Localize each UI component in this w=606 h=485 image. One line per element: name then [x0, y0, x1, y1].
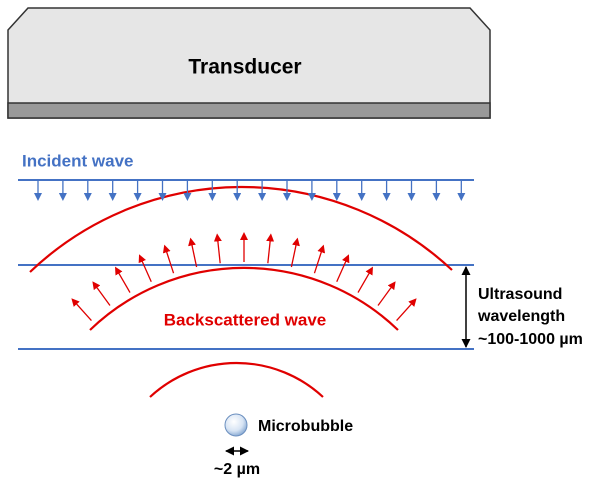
backscatter-arrow — [291, 242, 296, 267]
backscatter-arrow — [74, 301, 91, 320]
arcs — [30, 187, 452, 397]
backscatter-arrow — [358, 270, 371, 293]
backscatter-arrow — [166, 248, 174, 273]
backscattered-wave-label: Backscattered wave — [164, 310, 327, 329]
backscatter-arrow — [378, 285, 393, 306]
backscatter-arrow — [141, 258, 152, 282]
wavelength-line: Ultrasound — [478, 286, 562, 303]
incident-wave-label: Incident wave — [22, 151, 133, 170]
backscatter-arrow — [397, 301, 414, 320]
wavelength-line: wavelength — [477, 308, 565, 325]
wavelength-line: ~100-1000 µm — [478, 331, 583, 348]
backscatter-arrow — [117, 270, 130, 293]
backscatter-arrow — [217, 237, 220, 263]
backscatter-arrow — [191, 242, 196, 267]
transducer-face — [8, 103, 490, 118]
backscatter-arrow — [95, 285, 110, 306]
backscatter-arrow — [337, 258, 348, 282]
microbubble — [225, 414, 247, 436]
backscatter-arrow — [314, 248, 322, 273]
size-label: ~2 µm — [214, 461, 260, 478]
diagram: Transducer Incident wave Backscattered w… — [0, 0, 606, 485]
backscatter-arrow — [268, 237, 271, 263]
microbubble-label: Microbubble — [258, 418, 353, 435]
transducer-label: Transducer — [188, 56, 301, 79]
